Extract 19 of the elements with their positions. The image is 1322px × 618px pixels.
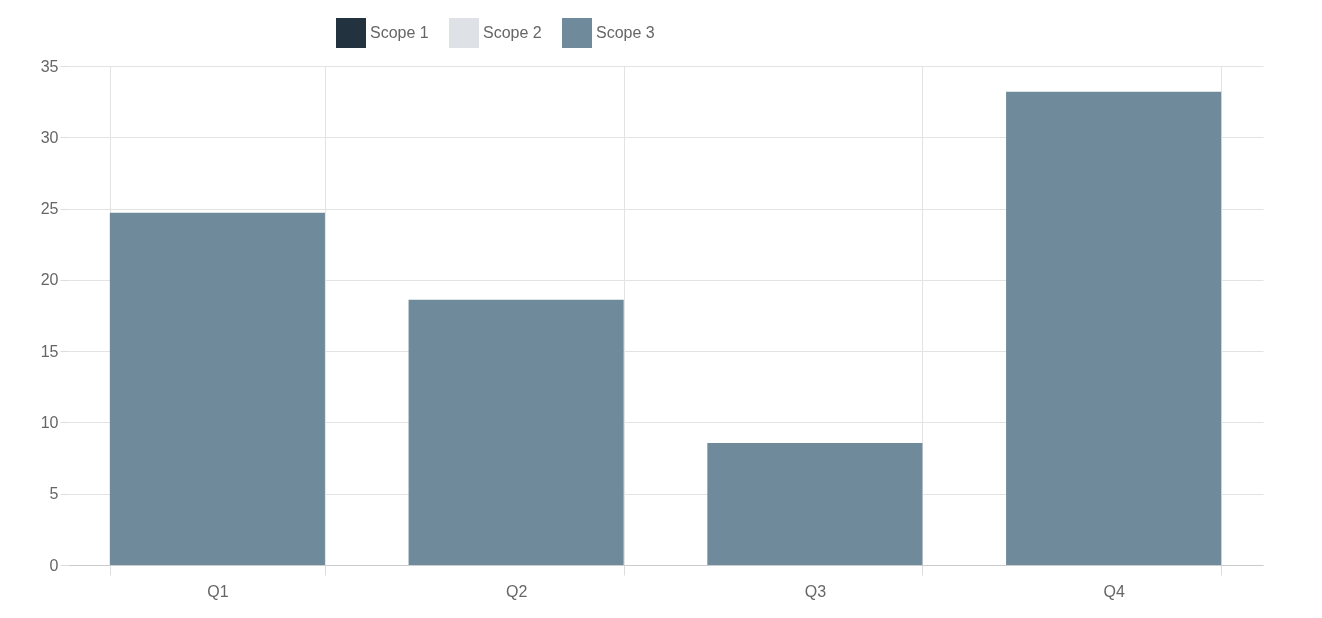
legend-label: Scope 2 [483,24,542,41]
bar [109,212,325,565]
bar [707,443,923,565]
legend-label: Scope 3 [596,24,655,41]
y-tick-label: 20 [40,271,59,289]
legend-label: Scope 1 [370,24,429,41]
x-tick-label: Q3 [804,582,827,600]
y-tick-label: 25 [40,200,59,218]
y-tick-label: 10 [40,413,59,431]
x-tick-label: Q2 [505,582,528,600]
y-tick-label: 15 [40,342,59,360]
bar [408,299,624,565]
bar [1006,91,1222,565]
y-tick-label: 35 [40,57,59,75]
y-tick-label: 30 [40,128,59,146]
x-tick-label: Q1 [207,582,229,600]
x-tick-label: Q4 [1103,582,1125,600]
y-tick-label: 0 [49,556,59,574]
y-tick-label: 5 [49,485,59,503]
